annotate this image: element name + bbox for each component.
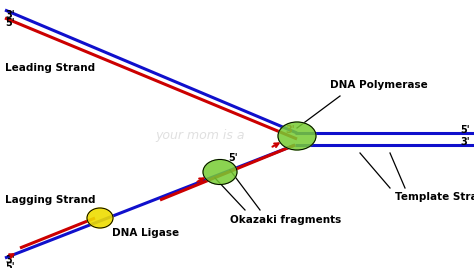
Ellipse shape xyxy=(87,208,113,228)
Text: DNA Polymerase: DNA Polymerase xyxy=(330,80,428,90)
Text: 5': 5' xyxy=(5,18,15,28)
Text: 3': 3' xyxy=(5,255,15,265)
Text: 5': 5' xyxy=(5,262,15,268)
Text: DNA Ligase: DNA Ligase xyxy=(112,228,179,238)
Text: 5': 5' xyxy=(460,125,470,135)
Text: 3': 3' xyxy=(285,125,295,135)
Ellipse shape xyxy=(203,159,237,184)
Text: your mom is a: your mom is a xyxy=(155,128,245,142)
Text: 5': 5' xyxy=(228,153,237,163)
Text: Okazaki fragments: Okazaki fragments xyxy=(230,215,341,225)
Ellipse shape xyxy=(278,122,316,150)
Text: 3': 3' xyxy=(460,137,470,147)
Text: Template Strands: Template Strands xyxy=(395,192,474,202)
Text: Lagging Strand: Lagging Strand xyxy=(5,195,95,205)
Text: 3': 3' xyxy=(5,10,15,20)
Text: Leading Strand: Leading Strand xyxy=(5,63,95,73)
